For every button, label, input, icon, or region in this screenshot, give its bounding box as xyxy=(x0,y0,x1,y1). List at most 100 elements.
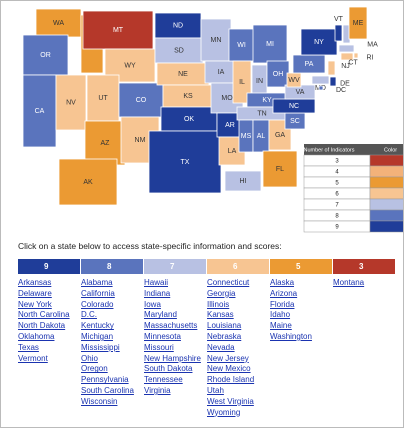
legend-swatch xyxy=(369,187,403,200)
state-label: RI xyxy=(367,54,374,61)
group-column: 6 Connecticut Georgia Illinois Kansas Louisia… xyxy=(207,259,270,418)
state-link[interactable]: Vermont xyxy=(18,353,48,363)
state-link[interactable]: Washington xyxy=(270,331,312,341)
state-link[interactable]: Alabama xyxy=(81,278,113,287)
state-label: MS xyxy=(241,133,252,140)
state xyxy=(348,6,368,40)
state-label: DE xyxy=(340,80,350,87)
state-link[interactable]: Tennessee xyxy=(144,375,183,385)
state-label: UT xyxy=(98,95,108,102)
state-label: ND xyxy=(173,22,183,29)
state-link[interactable]: New Jersey xyxy=(207,353,249,363)
state-link[interactable]: Rhode Island xyxy=(207,375,255,385)
state-link[interactable]: Iowa xyxy=(144,299,161,309)
group-column: 3 Montana xyxy=(333,259,396,418)
state-link[interactable]: Virginia xyxy=(144,385,171,395)
state-link[interactable]: Pennsylvania xyxy=(81,375,129,385)
state-label: WI xyxy=(237,42,246,49)
state-link[interactable]: Wyoming xyxy=(207,407,241,417)
state-link[interactable]: Arizona xyxy=(270,288,298,298)
state-link[interactable]: Nevada xyxy=(207,342,235,352)
state-link[interactable]: Kentucky xyxy=(81,321,114,331)
state xyxy=(35,8,82,38)
group-header: 5 xyxy=(270,259,333,274)
state-link[interactable]: North Dakota xyxy=(18,321,66,331)
state-label: IN xyxy=(256,78,263,85)
state-link[interactable]: Utah xyxy=(207,385,224,395)
state-link[interactable]: Ohio xyxy=(81,353,98,363)
state-link[interactable]: New Mexico xyxy=(207,364,251,374)
state-link[interactable]: Kansas xyxy=(207,310,234,320)
group-column: 8 Alabama California Colorado D.C. Kentucky Mi… xyxy=(81,259,144,418)
state xyxy=(55,74,87,131)
state-link[interactable]: Nebraska xyxy=(207,331,242,341)
state-label: HI xyxy=(240,178,247,185)
state-label: NJ xyxy=(341,63,350,70)
state-link[interactable]: Indiana xyxy=(144,288,171,298)
legend-header: Color xyxy=(384,147,397,153)
state-link[interactable]: South Carolina xyxy=(81,385,134,395)
state-label: CT xyxy=(348,59,358,66)
state-link[interactable]: Maine xyxy=(270,321,292,331)
state-link[interactable]: Massachusetts xyxy=(144,321,198,331)
state-link[interactable]: Missouri xyxy=(144,342,174,352)
state-link[interactable]: New Hampshire xyxy=(144,353,201,363)
state-link[interactable]: North Carolina xyxy=(18,310,70,320)
state-label: NV xyxy=(66,99,76,106)
state-link[interactable]: Alaska xyxy=(270,278,295,287)
state xyxy=(154,37,204,64)
group-header: 9 xyxy=(18,259,81,274)
state-link[interactable]: Georgia xyxy=(207,288,236,298)
state-link[interactable]: Montana xyxy=(333,278,365,287)
state-link[interactable]: Michigan xyxy=(81,331,114,341)
state-link[interactable]: Louisiana xyxy=(207,321,242,331)
state-link[interactable]: Wisconsin xyxy=(81,396,118,406)
state-link[interactable]: Delaware xyxy=(18,288,52,298)
group-list: Alabama California Colorado D.C. Kentucky Mic… xyxy=(81,274,144,408)
state-link[interactable]: Texas xyxy=(18,342,39,352)
group-list: Alaska Arizona Florida Idaho Maine Washington xyxy=(270,274,333,343)
legend-swatch xyxy=(369,220,403,233)
state-label: MI xyxy=(266,41,274,48)
group-list: Connecticut Georgia Illinois Kansas Louisian… xyxy=(207,274,270,418)
state-label: OR xyxy=(40,52,51,59)
state-link[interactable]: Idaho xyxy=(270,310,291,320)
state-link[interactable]: California xyxy=(81,288,115,298)
state-link[interactable]: New York xyxy=(18,299,52,309)
state-link[interactable]: West Virginia xyxy=(207,396,254,406)
state-link[interactable]: Connecticut xyxy=(207,278,250,287)
state-link[interactable]: Florida xyxy=(270,299,295,309)
group-list: Montana xyxy=(333,274,396,289)
state-link[interactable]: Colorado xyxy=(81,299,114,309)
state-link[interactable]: Maryland xyxy=(144,310,177,320)
state-link[interactable]: Minnesota xyxy=(144,331,181,341)
state-label: TX xyxy=(181,159,190,166)
state-label: FL xyxy=(276,166,284,173)
state-label: NM xyxy=(135,137,146,144)
state-link[interactable]: South Dakota xyxy=(144,364,193,374)
group-column: 5 Alaska Arizona Florida Idaho Maine Washingto… xyxy=(270,259,333,418)
state-label: KS xyxy=(183,93,193,100)
state-link[interactable]: D.C. xyxy=(81,310,97,320)
state-link[interactable]: Arkansas xyxy=(18,278,52,287)
state xyxy=(224,170,262,192)
state xyxy=(262,150,298,188)
state-link[interactable]: Mississippi xyxy=(81,342,120,352)
state-label: NE xyxy=(178,71,188,78)
state-label: WY xyxy=(124,62,136,69)
group-list: Hawaii Indiana Iowa Maryland Massachusetts Mi… xyxy=(144,274,207,397)
state xyxy=(118,82,164,118)
state-link[interactable]: Oregon xyxy=(81,364,108,374)
legend-swatch xyxy=(369,209,403,222)
state-link[interactable]: Oklahoma xyxy=(18,331,55,341)
group-header: 8 xyxy=(81,259,144,274)
state-label: DC xyxy=(336,87,346,94)
state-link[interactable]: Illinois xyxy=(207,299,230,309)
state xyxy=(318,85,324,91)
state-label: SC xyxy=(290,118,300,125)
legend-value: 4 xyxy=(335,170,339,176)
state-link[interactable]: Hawaii xyxy=(144,278,169,287)
state-label: WV xyxy=(288,77,300,84)
state-label: AL xyxy=(257,133,266,140)
state xyxy=(200,18,232,62)
